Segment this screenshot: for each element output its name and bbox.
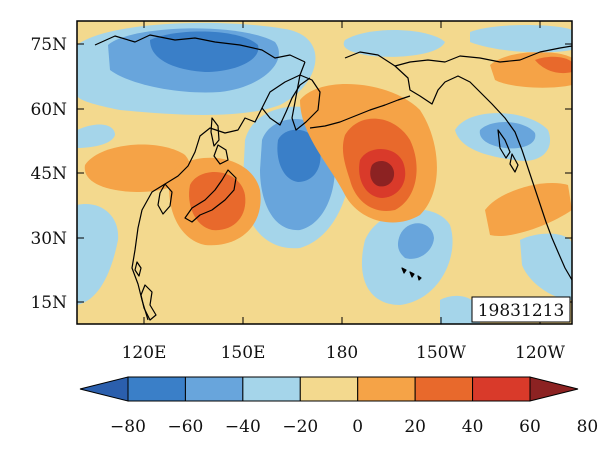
- pos-anomaly-east: [485, 182, 572, 236]
- neg-anomaly-west: [77, 124, 115, 148]
- kamchatka: [291, 74, 321, 131]
- colorbar-tick-label: −20: [282, 417, 318, 437]
- colorbar-segment: [242, 376, 301, 402]
- neg-anomaly-far-east: [520, 233, 572, 300]
- colorbar-tick-label: −40: [225, 417, 261, 437]
- colorbar-tick-label: 40: [462, 417, 484, 437]
- coastlines: [94, 34, 572, 321]
- colorbar-max-triangle: [529, 376, 579, 402]
- neg-anomaly-top-center: [343, 30, 445, 57]
- philippines: [140, 284, 157, 321]
- colorbar-segment: [414, 376, 474, 402]
- lat-label-15n: 15N: [30, 293, 67, 313]
- colorbar-tick-label: −80: [110, 417, 146, 437]
- colorbar: [79, 376, 579, 402]
- taiwan: [134, 261, 142, 277]
- pos-anomaly-japan-40: [189, 172, 246, 231]
- lon-label-150e: 150E: [221, 343, 266, 363]
- coastline-asia-east: [131, 61, 306, 321]
- lat-label-60n: 60N: [30, 100, 67, 120]
- coastline-asia-north: [94, 34, 306, 63]
- colorbar-tick-label: −60: [167, 417, 203, 437]
- lon-label-120w: 120W: [515, 343, 565, 363]
- lon-label-120e: 120E: [122, 343, 167, 363]
- colorbar-tick-label: 0: [352, 417, 363, 437]
- coastline-okhotsk: [261, 77, 311, 126]
- colorbar-tick-label: 20: [404, 417, 426, 437]
- colorbar-segment: [357, 376, 416, 402]
- neg-anomaly-southwest: [77, 204, 119, 305]
- colorbar-labels: −80 −60 −40 −20 0 20 40 60 80: [110, 417, 598, 437]
- neg-anomaly-south-center-40: [397, 223, 434, 259]
- colorbar-segment: [299, 376, 359, 402]
- neg-anomaly-bottom-right: [440, 295, 480, 324]
- lon-label-180: 180: [326, 343, 358, 363]
- date-label: 19831213: [478, 301, 565, 321]
- neg-anomaly-east-40: [479, 122, 536, 149]
- pos-anomaly-northeast-40: [535, 56, 572, 74]
- canada-islands: [497, 129, 519, 173]
- hawaii: [401, 267, 422, 281]
- coastline-alaska: [344, 51, 572, 281]
- colorbar-tick-label: 80: [577, 417, 599, 437]
- aleutian-chain: [309, 95, 411, 129]
- colorbar-segment: [472, 376, 531, 402]
- pos-anomaly-center-80: [370, 160, 395, 187]
- lat-label-75n: 75N: [30, 35, 67, 55]
- lon-label-150w: 150W: [416, 343, 466, 363]
- japan-honshu: [184, 169, 237, 223]
- date-label-box: [471, 296, 571, 323]
- colorbar-tick-label: 60: [519, 417, 541, 437]
- sakhalin: [210, 117, 220, 147]
- korea: [157, 183, 173, 215]
- lat-label-45n: 45N: [30, 164, 67, 184]
- map-plot-area: [77, 21, 572, 324]
- coastline-arctic: [394, 45, 572, 67]
- neg-anomaly-north-60: [150, 31, 259, 72]
- neg-anomaly-top-right: [470, 25, 572, 53]
- lat-label-30n: 30N: [30, 229, 67, 249]
- pos-anomaly-west: [84, 144, 190, 192]
- colorbar-segment: [184, 376, 244, 402]
- neg-anomaly-center-60: [277, 129, 321, 182]
- colorbar-min-triangle: [79, 376, 129, 402]
- colorbar-segment: [127, 376, 186, 402]
- japan-hokkaido: [213, 144, 229, 165]
